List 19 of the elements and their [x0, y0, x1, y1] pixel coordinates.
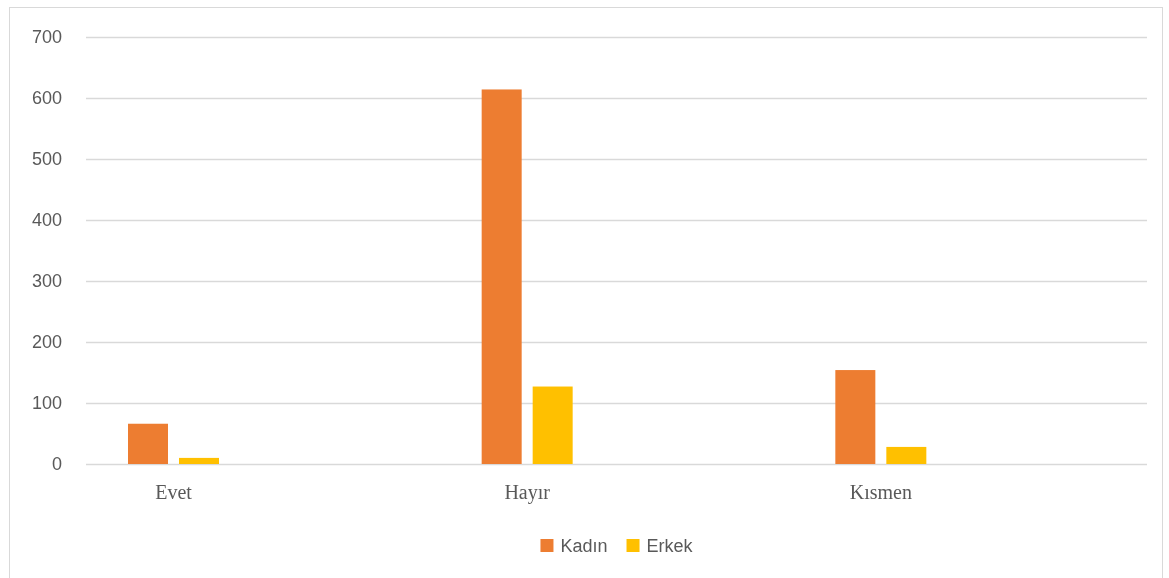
- y-tick-label: 0: [51, 454, 62, 475]
- x-tick-label: Kısmen: [849, 481, 912, 504]
- bar: [835, 370, 876, 464]
- y-tick-label: 100: [31, 393, 62, 414]
- bar: [532, 386, 573, 464]
- y-tick-label: 300: [31, 271, 62, 292]
- x-tick-label: Evet: [155, 481, 193, 504]
- legend-label: Erkek: [646, 536, 694, 556]
- x-tick-label: Hayır: [504, 481, 551, 505]
- bar: [886, 446, 927, 464]
- bar: [179, 457, 219, 464]
- y-tick-label: 700: [31, 27, 62, 48]
- bar: [128, 423, 168, 464]
- y-tick-label: 500: [31, 149, 62, 170]
- y-tick-label: 400: [31, 210, 62, 231]
- y-tick-label: 600: [31, 88, 62, 109]
- legend-label: Kadın: [560, 536, 608, 556]
- bar: [481, 89, 522, 464]
- y-tick-label: 200: [31, 332, 62, 353]
